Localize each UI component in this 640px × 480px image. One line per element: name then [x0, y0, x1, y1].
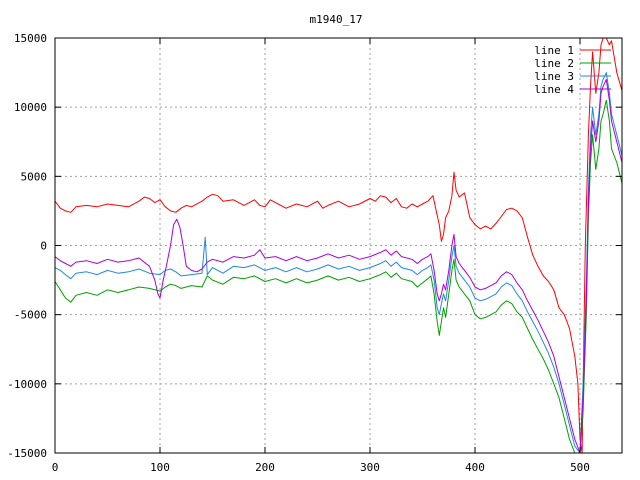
x-tick-label: 500	[570, 461, 590, 474]
x-tick-label: 100	[150, 461, 170, 474]
series-line-1	[55, 38, 622, 453]
series-line-2	[55, 99, 622, 453]
legend-label-4: line 4	[534, 83, 574, 96]
grid	[55, 38, 622, 453]
series-group	[55, 38, 622, 453]
x-tick-label: 300	[360, 461, 380, 474]
y-tick-label: -10000	[7, 378, 47, 391]
x-tick-label: 200	[255, 461, 275, 474]
axes: 0 100 200 300 400 500 -15000 -10000 -5000 0 5000 10…	[7, 32, 622, 474]
series-line-4	[55, 79, 622, 453]
y-tick-label: -5000	[14, 309, 47, 322]
series-line-3	[55, 72, 622, 453]
y-tick-label: 10000	[14, 101, 47, 114]
y-tick-label: 15000	[14, 32, 47, 45]
legend-label-1: line 1	[534, 44, 574, 57]
legend-label-3: line 3	[534, 70, 574, 83]
x-tick-label: 400	[465, 461, 485, 474]
chart-title: m1940_17	[310, 13, 363, 26]
y-tick-label: 5000	[21, 170, 48, 183]
x-tick-label: 0	[52, 461, 59, 474]
y-tick-label: -15000	[7, 447, 47, 460]
y-tick-label: 0	[40, 240, 47, 253]
legend-label-2: line 2	[534, 57, 574, 70]
